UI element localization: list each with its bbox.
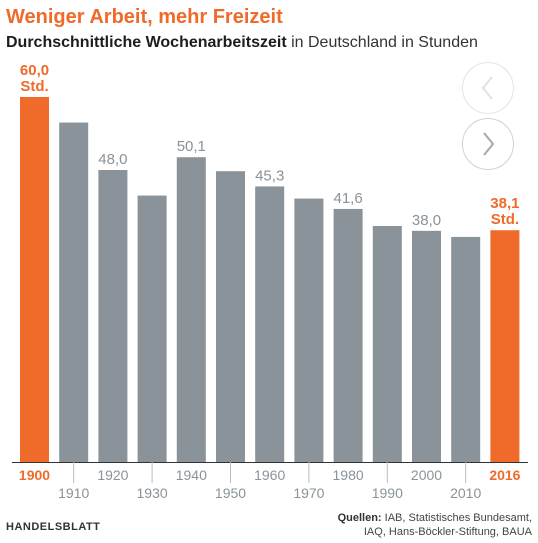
bar-1990 <box>372 225 402 462</box>
x-tick-label-1980: 1980 <box>333 467 364 483</box>
value-label-1900: 60,0 <box>20 62 49 79</box>
bar-2000 <box>412 230 441 462</box>
brand-logo: HANDELSBLATT <box>6 521 101 533</box>
x-tick-label-1900: 1900 <box>19 467 50 483</box>
x-tick-label-2016: 2016 <box>489 467 520 483</box>
subtitle-rest: in Deutschland in Stunden <box>286 34 478 51</box>
sources-label: Quellen: <box>337 512 382 524</box>
bar-1940 <box>176 157 206 462</box>
bar-2016 <box>490 230 520 462</box>
value-label-1920: 48,0 <box>98 151 127 168</box>
subtitle-bold: Durchschnittliche Wochenarbeitszeit <box>6 34 287 51</box>
value-label-1980: 41,6 <box>333 190 362 207</box>
previous-button[interactable] <box>462 62 514 114</box>
chart-title: Weniger Arbeit, mehr Freizeit <box>6 6 283 28</box>
x-tick-label-1940: 1940 <box>176 467 207 483</box>
bar-1930 <box>137 195 167 463</box>
unit-label-2016: Std. <box>491 211 519 228</box>
next-button[interactable] <box>462 118 514 170</box>
value-label-1940: 50,1 <box>177 138 206 155</box>
bar-1950 <box>216 171 245 462</box>
chevron-left-icon <box>481 76 493 100</box>
x-tick-label-1910: 1910 <box>58 485 89 501</box>
bar-1910 <box>59 122 89 463</box>
x-tick-label-1920: 1920 <box>97 467 128 483</box>
bar-1970 <box>294 198 324 462</box>
chart-subtitle: Durchschnittliche Wochenarbeitszeit in D… <box>6 34 478 52</box>
value-label-2016: 38,1 <box>490 195 519 212</box>
x-tick-label-1930: 1930 <box>137 485 168 501</box>
x-tick-label-1990: 1990 <box>372 485 403 501</box>
bar-1980 <box>333 208 363 462</box>
value-label-1960: 45,3 <box>255 167 284 184</box>
bar-2010 <box>451 236 481 462</box>
bar-1960 <box>255 186 285 463</box>
chevron-right-icon <box>483 132 495 156</box>
x-tick-label-1970: 1970 <box>293 485 324 501</box>
value-label-2000: 38,0 <box>412 212 441 229</box>
bar-1900 <box>20 97 49 462</box>
sources-note: Quellen: IAB, Statistisches Bundesamt, IA… <box>338 511 532 539</box>
sources-line-1: IAB, Statistisches Bundesamt, <box>381 512 532 524</box>
sources-line-2: IAQ, Hans-Böckler-Stiftung, BAUA <box>363 526 532 538</box>
x-tick-label-2010: 2010 <box>450 485 481 501</box>
bar-1920 <box>98 170 128 462</box>
x-tick-label-1950: 1950 <box>215 485 246 501</box>
x-tick-label-1960: 1960 <box>254 467 285 483</box>
x-tick-label-2000: 2000 <box>411 467 442 483</box>
unit-label-1900: Std. <box>20 78 48 95</box>
